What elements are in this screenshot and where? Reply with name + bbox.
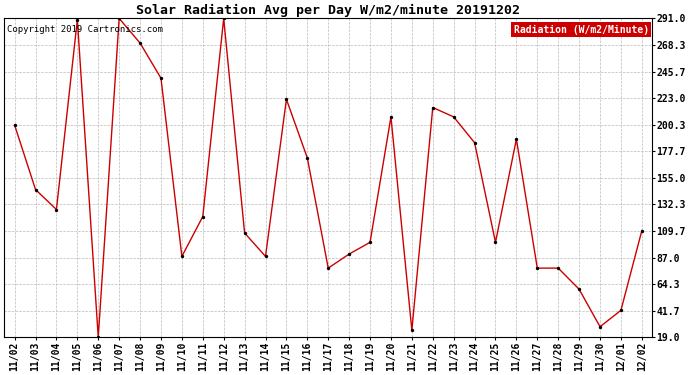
Point (30, 187, 41, 193)
Point (553, 265, 564, 271)
Point (114, 15, 125, 21)
Point (197, 213, 208, 219)
Point (636, 228, 647, 234)
Point (469, 140, 480, 146)
Point (260, 254, 271, 260)
Point (92, 334, 104, 340)
Point (155, 75, 166, 81)
Point (427, 105, 438, 111)
Point (239, 230, 250, 236)
Point (511, 136, 522, 142)
Point (72, 16, 83, 22)
Point (490, 239, 501, 245)
Point (218, 15, 229, 21)
Point (573, 286, 584, 292)
Point (448, 114, 459, 120)
Point (532, 265, 543, 271)
Point (364, 239, 375, 245)
Point (302, 155, 313, 161)
Point (406, 327, 417, 333)
Point (281, 96, 292, 102)
Point (595, 324, 606, 330)
Point (615, 308, 627, 314)
Point (135, 40, 146, 46)
Point (177, 254, 188, 260)
Point (386, 114, 397, 120)
Point (344, 251, 355, 257)
Point (9, 122, 20, 128)
Title: Solar Radiation Avg per Day W/m2/minute 20191202: Solar Radiation Avg per Day W/m2/minute … (136, 4, 520, 17)
Text: Copyright 2019 Cartronics.com: Copyright 2019 Cartronics.com (8, 25, 164, 34)
Point (51, 207, 62, 213)
Point (323, 265, 334, 271)
Text: Radiation (W/m2/Minute): Radiation (W/m2/Minute) (514, 25, 649, 35)
